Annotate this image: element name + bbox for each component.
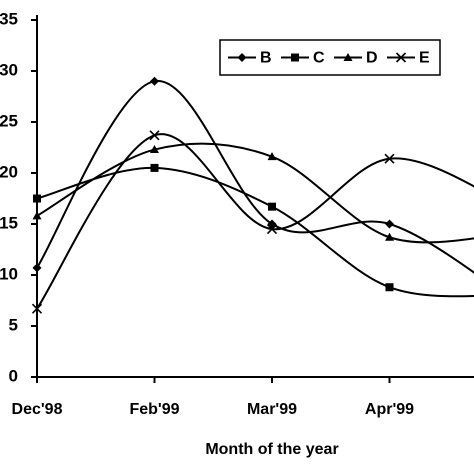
marker (150, 76, 159, 86)
series-line (36, 80, 474, 274)
marker (266, 224, 278, 235)
x-tick-label: Apr'99 (365, 401, 414, 418)
x-tick-label: Dec'98 (12, 401, 63, 418)
marker (267, 152, 277, 161)
marker (395, 52, 407, 63)
y-tick-label: 35 (0, 9, 18, 28)
marker (32, 211, 42, 220)
marker (237, 53, 247, 62)
marker (31, 303, 43, 314)
legend-label: C (313, 50, 325, 67)
marker (385, 219, 394, 229)
y-tick-label: 15 (0, 213, 18, 232)
legend-label: D (366, 50, 378, 67)
y-tick-label: 30 (0, 60, 18, 79)
x-tick-label: Mar'99 (247, 401, 297, 418)
legend-label: E (419, 50, 430, 67)
marker (385, 232, 394, 241)
y-tick-label: 20 (0, 162, 18, 181)
marker (33, 194, 41, 203)
series-line (36, 133, 474, 310)
marker (150, 145, 159, 154)
y-tick-label: 10 (0, 264, 18, 283)
marker (268, 202, 276, 211)
x-tick-label: Feb'99 (129, 401, 179, 418)
plot (31, 76, 474, 314)
marker (32, 263, 42, 273)
x-axis-title: Month of the year (205, 441, 338, 458)
marker (150, 163, 159, 172)
marker (385, 283, 394, 292)
marker (291, 53, 299, 62)
marker (149, 130, 160, 141)
y-tick-label: 5 (9, 315, 18, 334)
y-tick-label: 25 (0, 111, 18, 130)
marker (384, 153, 395, 164)
y-tick-label: 0 (9, 366, 18, 385)
marker (343, 53, 353, 61)
legend-label: B (260, 50, 272, 67)
legend: B C D E (219, 39, 441, 76)
